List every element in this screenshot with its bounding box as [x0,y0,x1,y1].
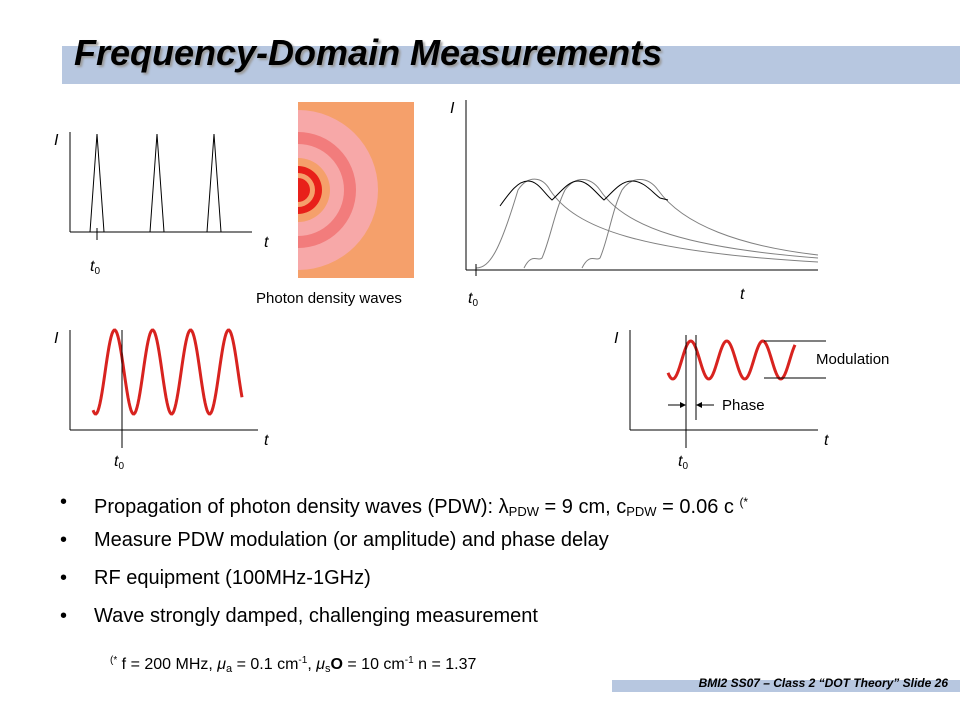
source-sinusoid [91,328,244,416]
source-wave-diagram [69,328,258,448]
modulation-label: Modulation [816,351,890,368]
bullet-item: Wave strongly damped, challenging measur… [58,597,748,635]
broadened-axis-i-label: I [450,100,455,117]
pulse-t0-label: t0 [90,258,101,277]
source-t0-label: t0 [114,453,125,472]
photon-density-waves-graphic [298,102,414,278]
pulse-axis-t-label: t [264,234,269,251]
pulse-response-curve [523,179,819,269]
footer-bar [612,680,960,692]
phase-arrowhead-right [696,402,702,408]
pulse-diagram [69,132,252,240]
slide-title: Frequency-Domain Measurements [74,32,663,73]
bullet-item: Propagation of photon density waves (PDW… [58,483,748,521]
source-axis-i-label: I [54,330,59,347]
broadened-axis-t-label: t [740,286,745,303]
pdw-envelope-curve [499,180,669,207]
phase-arrowhead-left [680,402,686,408]
bullet-list: Propagation of photon density waves (PDW… [58,483,748,635]
footnote: (* f = 200 MHz, μa = 0.1 cm-1, μsO = 10 … [110,655,477,675]
bullet-item: Measure PDW modulation (or amplitude) an… [58,521,748,559]
pulse-response-curve [475,178,819,269]
phase-label: Phase [722,397,765,414]
pulse-peak [206,133,222,233]
slide-footer: BMI2 SS07 – Class 2 “DOT Theory” Slide 2… [698,676,948,690]
bullet-item: RF equipment (100MHz-1GHz) [58,559,748,597]
detected-axis-i-label: I [614,330,619,347]
pulse-axis-i-label: I [54,132,59,149]
title-bar [62,46,960,84]
broadened-pulse-diagram [465,100,819,276]
detected-axis-t-label: t [824,432,829,449]
pulse-response-curve [581,179,819,269]
source-axis-t-label: t [264,432,269,449]
detected-t0-label: t0 [678,453,689,472]
pulse-peak [149,133,165,233]
pulse-peak [89,133,105,233]
photon-density-waves-label: Photon density waves [256,290,402,307]
pdw-core [298,178,310,202]
detected-sinusoid [666,339,797,381]
detected-wave-diagram [629,330,826,448]
broadened-t0-label: t0 [468,290,479,309]
